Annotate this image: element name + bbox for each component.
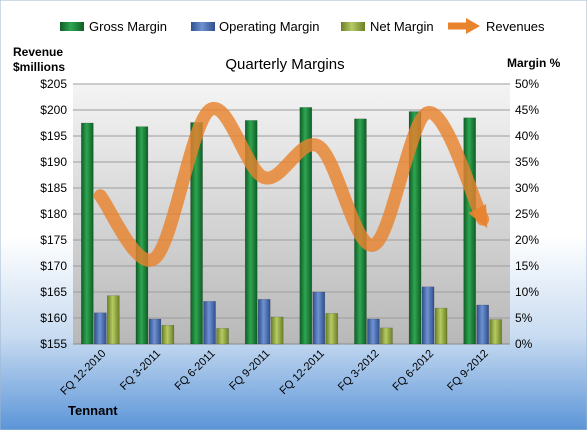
operating-margin-bar [476, 304, 489, 345]
left-axis-label-line2: $millions [13, 60, 65, 74]
gross-margin-bar [81, 122, 94, 345]
net-margin-bar [325, 313, 339, 345]
right-tick-label: 20% [515, 233, 539, 247]
right-tick-label: 35% [515, 155, 539, 169]
right-tick-label: 10% [515, 285, 539, 299]
gross-margin-bar [135, 126, 149, 345]
legend-operating-margin-swatch [191, 22, 215, 31]
right-tick-label: 5% [515, 311, 533, 325]
left-tick-label: $160 [40, 311, 67, 325]
right-axis-label: Margin % [507, 56, 561, 70]
legend-gross-margin-label: Gross Margin [89, 19, 167, 34]
left-tick-label: $175 [40, 233, 67, 247]
left-tick-label: $180 [40, 207, 67, 221]
operating-margin-bar [203, 301, 216, 345]
legend-net-margin-swatch [341, 22, 365, 31]
left-tick-label: $205 [40, 77, 67, 91]
net-margin-bar [380, 327, 393, 345]
right-tick-label: 30% [515, 181, 539, 195]
revenue-line-path [93, 101, 490, 267]
left-tick-label: $165 [40, 285, 67, 299]
net-margin-bar [216, 328, 229, 345]
net-margin-bar [161, 325, 175, 345]
left-tick-label: $185 [40, 181, 67, 195]
gross-margin-bar [463, 117, 476, 345]
legend-revenues-arrowhead [466, 18, 480, 34]
left-tick-label: $195 [40, 129, 67, 143]
revenue-line-arrowhead [468, 203, 488, 229]
right-tick-label: 40% [515, 129, 539, 143]
right-tick-label: 50% [515, 77, 539, 91]
gross-margin-bar [408, 111, 422, 345]
right-tick-label: 45% [515, 103, 539, 117]
net-margin-bar [270, 316, 284, 345]
left-tick-label: $155 [40, 337, 67, 351]
operating-margin-bar [421, 286, 435, 345]
right-tick-label: 15% [515, 259, 539, 273]
legend-revenues-label: Revenues [486, 19, 545, 34]
operating-margin-bar [312, 291, 326, 345]
net-margin-bar [489, 319, 502, 345]
legend-operating-margin-label: Operating Margin [219, 19, 319, 34]
gross-margin-bar [299, 107, 313, 345]
chart-title: Quarterly Margins [225, 56, 344, 73]
legend-gross-margin-swatch [60, 22, 84, 31]
legend: Gross Margin Operating Margin Net Margin… [60, 18, 545, 34]
company-label: Tennant [68, 403, 118, 418]
right-tick-label: 25% [515, 207, 539, 221]
operating-margin-bar [367, 318, 380, 345]
left-tick-label: $170 [40, 259, 67, 273]
operating-margin-bar [94, 312, 107, 345]
left-axis-label-line1: Revenue [13, 45, 63, 59]
left-tick-label: $190 [40, 155, 67, 169]
legend-net-margin-label: Net Margin [370, 19, 434, 34]
operating-margin-bar [257, 299, 271, 345]
net-margin-bar [434, 307, 448, 345]
right-tick-label: 0% [515, 337, 533, 351]
left-tick-label: $200 [40, 103, 67, 117]
operating-margin-bar [148, 318, 162, 345]
net-margin-bar [107, 295, 120, 345]
